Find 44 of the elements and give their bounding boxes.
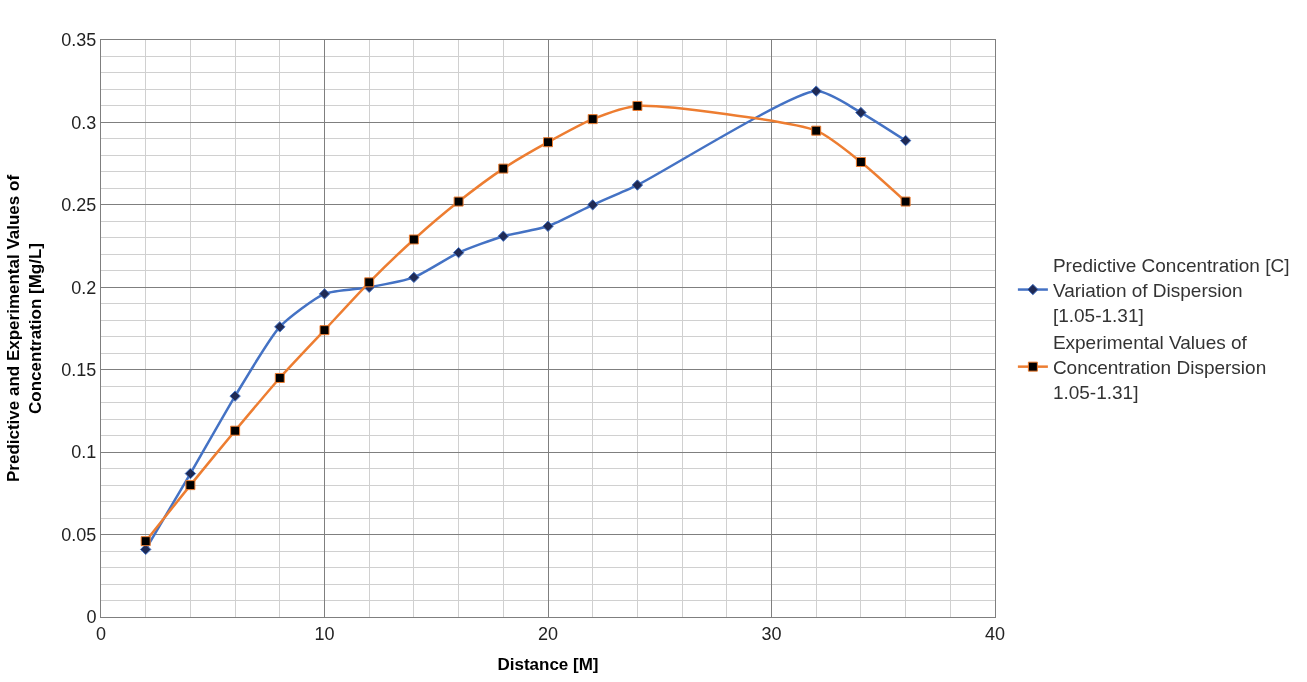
point: [855, 156, 866, 167]
point: [184, 467, 197, 480]
x-tick-label: 30: [761, 623, 782, 644]
point: [632, 100, 643, 111]
point: [631, 179, 644, 191]
point: [855, 106, 867, 119]
point: [542, 220, 554, 232]
y-tick-label: 0: [86, 607, 97, 628]
point: [452, 246, 465, 259]
y-tick-label: 0.3: [71, 112, 97, 133]
point: [274, 372, 285, 383]
point: [274, 321, 286, 333]
point: [587, 114, 598, 125]
point: [587, 199, 599, 211]
point: [497, 230, 509, 242]
point: [408, 271, 420, 284]
point: [408, 234, 419, 245]
point: [140, 536, 151, 547]
y-axis-title: Predictive and Experimental Values of Concentration [Mg/L]: [3, 174, 45, 483]
point: [319, 325, 330, 336]
x-axis-title: Distance [M]: [497, 655, 599, 674]
y-tick-label: 0.25: [61, 195, 97, 216]
y-tick-label: 0.2: [71, 277, 97, 298]
point: [498, 163, 509, 174]
point: [453, 196, 464, 207]
point: [899, 134, 912, 147]
point: [229, 390, 241, 402]
y-tick-label: 0.15: [61, 360, 97, 381]
point: [810, 85, 822, 97]
x-tick-label: 10: [314, 623, 335, 644]
point: [543, 137, 553, 148]
y-tick-label: 0.1: [71, 442, 97, 463]
legend-label: Predictive Concentration [C] Variation of Dispersion [1.05-1.31]: [1052, 255, 1290, 326]
y-tick-label: 0.05: [61, 524, 97, 545]
x-tick-label: 20: [537, 623, 559, 644]
y-tick-label: 0.35: [61, 30, 97, 51]
point: [811, 125, 822, 136]
point: [900, 196, 911, 207]
legend-label: Experimental Values of Concentration Dispersion 1.05-1.31]: [1052, 332, 1267, 403]
point: [230, 425, 241, 436]
point: [364, 277, 375, 288]
point: [318, 288, 331, 300]
point: [185, 480, 196, 491]
x-tick-label: 40: [984, 623, 1006, 644]
